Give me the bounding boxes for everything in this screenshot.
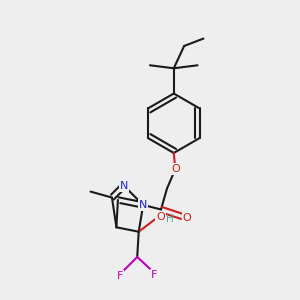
- Text: O: O: [156, 212, 165, 222]
- Text: N: N: [120, 181, 128, 191]
- Text: H: H: [166, 214, 174, 224]
- Text: F: F: [117, 271, 124, 281]
- Text: F: F: [151, 270, 157, 280]
- Text: O: O: [171, 164, 180, 174]
- Text: O: O: [182, 213, 191, 224]
- Text: N: N: [139, 200, 147, 210]
